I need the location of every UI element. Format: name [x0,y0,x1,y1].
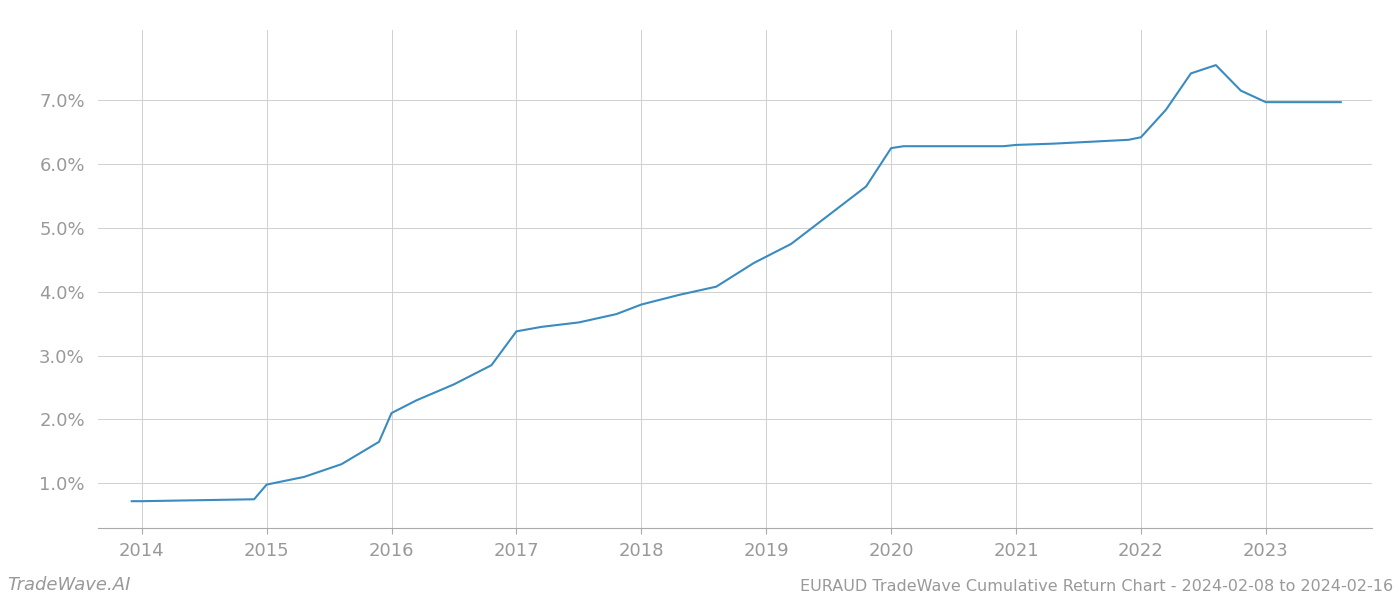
Text: TradeWave.AI: TradeWave.AI [7,576,130,594]
Text: EURAUD TradeWave Cumulative Return Chart - 2024-02-08 to 2024-02-16: EURAUD TradeWave Cumulative Return Chart… [799,579,1393,594]
